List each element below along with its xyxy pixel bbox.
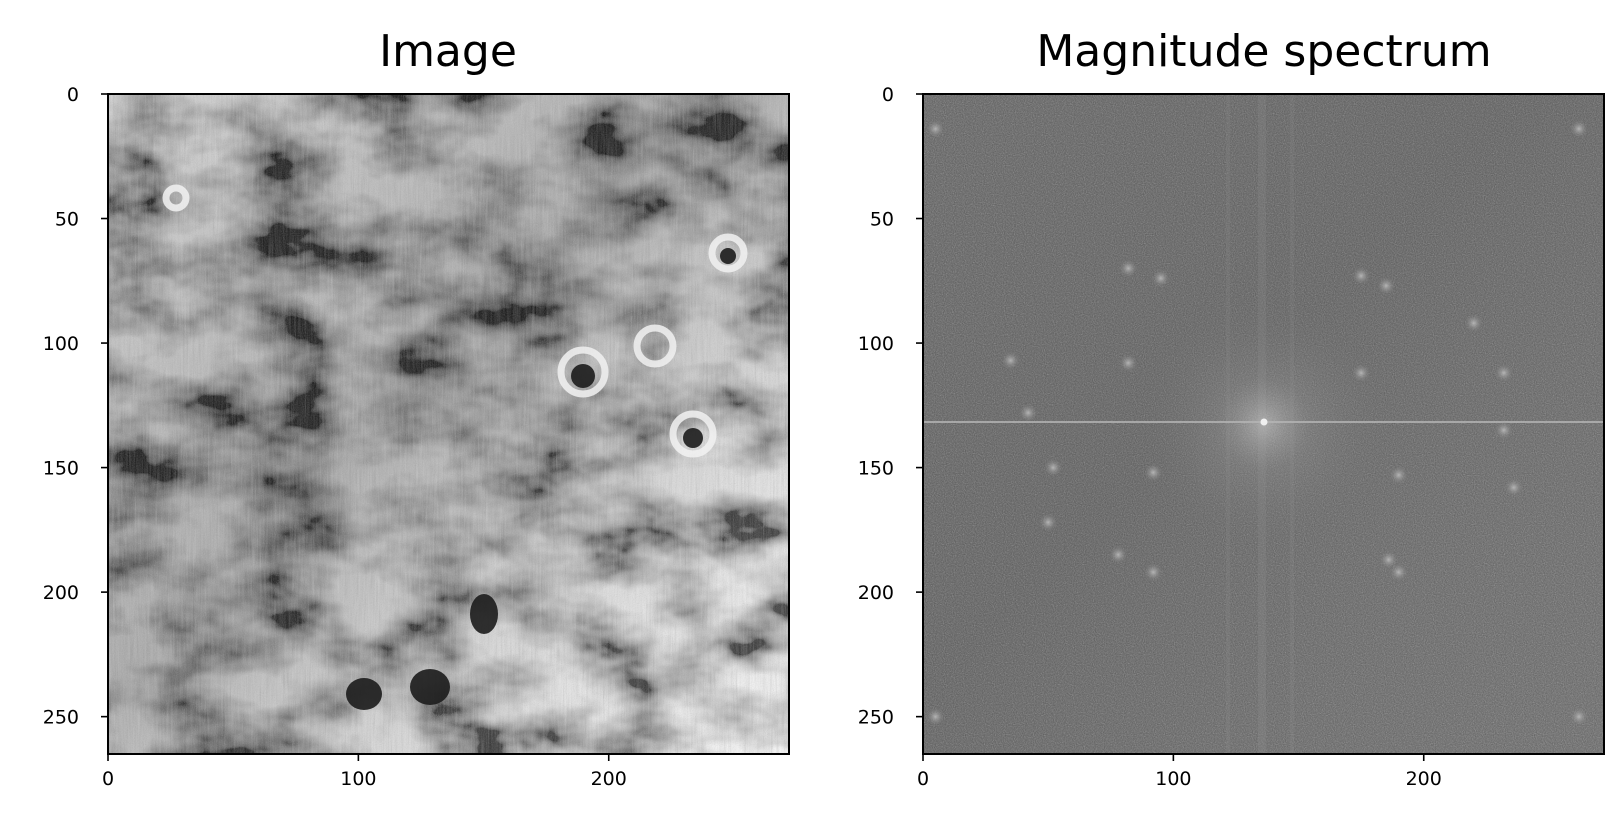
noise-spike xyxy=(1494,363,1513,382)
noise-spike xyxy=(1389,466,1408,485)
spectrum-panel: Magnitude spectrum 0 100 200 0 50 100 150 200 2… xyxy=(858,26,1605,790)
y-tick-label: 100 xyxy=(858,333,894,355)
image-panel: Image 0 100 200 0 xyxy=(43,26,790,790)
axes-frame xyxy=(922,93,1605,755)
x-tick-label: 0 xyxy=(917,768,929,790)
y-tick-label: 150 xyxy=(43,458,79,480)
x-tick-label: 200 xyxy=(591,768,627,790)
y-tick-label: 200 xyxy=(43,582,79,604)
x-axis: 0 100 200 xyxy=(917,754,1442,790)
y-tick-label: 200 xyxy=(858,582,894,604)
noise-spike xyxy=(1019,403,1038,422)
noise-spike xyxy=(1464,314,1483,333)
y-tick-label: 0 xyxy=(67,84,79,106)
noise-spike xyxy=(1504,478,1523,497)
noise-spike xyxy=(1119,353,1138,372)
y-tick-label: 100 xyxy=(43,333,79,355)
noise-spike xyxy=(1377,276,1396,295)
noise-spike xyxy=(1001,351,1020,370)
noise-spike xyxy=(1494,421,1513,440)
x-tick-label: 100 xyxy=(1155,768,1191,790)
noise-spike xyxy=(1109,545,1128,564)
y-tick-label: 50 xyxy=(870,209,894,231)
noise-spike xyxy=(1144,563,1163,582)
noise-spike xyxy=(1151,269,1170,288)
noise-spike xyxy=(1352,363,1371,382)
lunar-image xyxy=(108,94,789,754)
noise-spike xyxy=(1379,550,1398,569)
y-tick-label: 250 xyxy=(43,707,79,729)
axes-frame xyxy=(107,93,790,755)
noise-spike xyxy=(1119,259,1138,278)
y-tick-label: 250 xyxy=(858,707,894,729)
y-axis: 0 50 100 150 200 250 xyxy=(43,84,108,729)
noise-spike xyxy=(1569,707,1588,726)
noise-spike xyxy=(1039,513,1058,532)
noise-spikes xyxy=(926,119,1588,726)
x-axis: 0 100 200 xyxy=(102,754,627,790)
y-tick-label: 0 xyxy=(882,84,894,106)
y-tick-label: 150 xyxy=(858,458,894,480)
y-tick-label: 50 xyxy=(55,209,79,231)
noise-spike xyxy=(1044,458,1063,477)
noise-spike xyxy=(1144,463,1163,482)
dc-peak xyxy=(1260,418,1268,426)
noise-spike xyxy=(1352,266,1371,285)
noise-spike xyxy=(926,119,945,138)
noise-spike xyxy=(926,707,945,726)
magnitude-spectrum-image xyxy=(923,94,1604,754)
x-tick-label: 0 xyxy=(102,768,114,790)
x-tick-label: 200 xyxy=(1406,768,1442,790)
y-axis: 0 50 100 150 200 250 xyxy=(858,84,923,729)
panel-title: Magnitude spectrum xyxy=(1036,26,1491,77)
panel-title: Image xyxy=(379,26,517,77)
noise-spike xyxy=(1389,563,1408,582)
x-tick-label: 100 xyxy=(340,768,376,790)
noise-spike xyxy=(1569,119,1588,138)
